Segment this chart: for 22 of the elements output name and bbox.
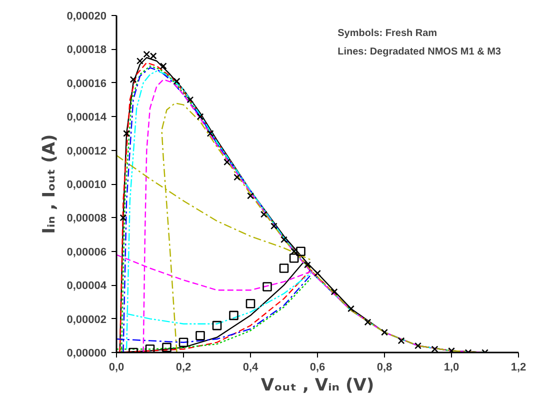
x-tick-label: 0,4 bbox=[242, 362, 260, 374]
x-tick-label: 0,2 bbox=[176, 362, 192, 374]
y-tick-label: 0,00008 bbox=[66, 212, 107, 225]
y-tick-label: 0,00014 bbox=[66, 112, 108, 124]
y-tick-label: 0,00000 bbox=[66, 348, 107, 360]
y-axis-title: Iᵢₙ , Iₒᵤₜ (A) bbox=[40, 134, 60, 234]
y-tick-label: 0,00016 bbox=[66, 78, 107, 90]
y-tick-label: 0,00010 bbox=[66, 179, 107, 191]
x-tick-label: 0,0 bbox=[108, 362, 124, 374]
y-tick-label: 0,00006 bbox=[66, 246, 107, 258]
annotation: Lines: Degradated NMOS M1 & M3 bbox=[338, 46, 502, 58]
x-tick-label: 1,0 bbox=[444, 362, 460, 374]
y-tick-label: 0,00004 bbox=[66, 280, 108, 292]
x-tick-label: 0,6 bbox=[310, 362, 326, 374]
y-tick-label: 0,00020 bbox=[66, 10, 107, 22]
y-tick-label: 0,00018 bbox=[66, 44, 107, 56]
x-tick-label: 0,8 bbox=[376, 362, 392, 374]
x-axis-title: Vₒᵤₜ , Vᵢₙ (V) bbox=[260, 376, 374, 396]
y-tick-label: 0,00012 bbox=[66, 145, 107, 158]
y-tick-label: 0,00002 bbox=[66, 314, 107, 326]
x-tick-label: 1,2 bbox=[510, 362, 526, 374]
annotation: Symbols: Fresh Ram bbox=[338, 28, 438, 40]
